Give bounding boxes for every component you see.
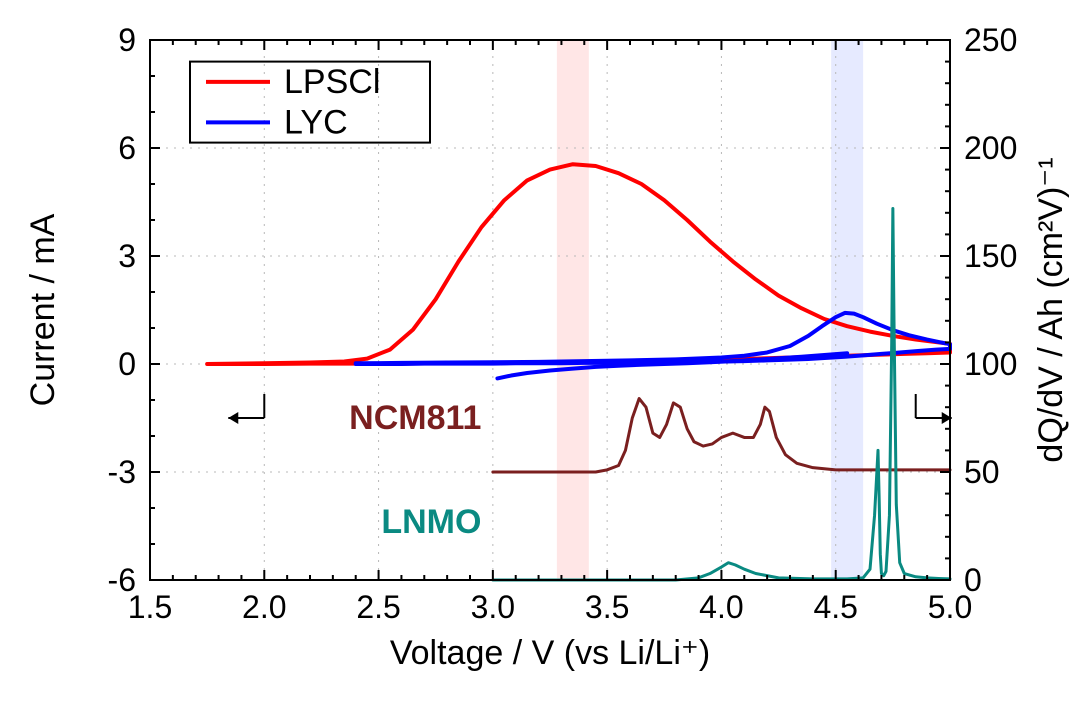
y-right-axis-label: dQ/dV / Ah (cm²V)⁻¹ <box>1032 157 1070 462</box>
tick-label-y-left: 0 <box>118 346 136 382</box>
chart-svg: 1.52.02.53.03.54.04.55.0-6-3036905010015… <box>0 0 1080 704</box>
legend-label: LPSCl <box>284 63 380 101</box>
series-label: NCM811 <box>349 399 481 437</box>
tick-label-y-right: 150 <box>964 238 1017 274</box>
tick-label-y-left: 9 <box>118 22 136 58</box>
tick-label-y-left: 6 <box>118 130 136 166</box>
tick-label-y-left: 3 <box>118 238 136 274</box>
tick-label-x: 3.5 <box>585 589 629 625</box>
tick-label-y-left: -6 <box>108 562 136 598</box>
tick-label-y-right: 50 <box>964 454 1000 490</box>
tick-label-y-left: -3 <box>108 454 136 490</box>
tick-label-x: 2.0 <box>242 589 286 625</box>
legend-label: LYC <box>284 103 348 141</box>
x-axis-label: Voltage / V (vs Li/Li⁺) <box>390 634 710 672</box>
tick-label-y-right: 0 <box>964 562 982 598</box>
tick-label-y-right: 250 <box>964 22 1017 58</box>
left-axis-indicator-icon <box>228 394 264 424</box>
tick-label-x: 2.5 <box>356 589 400 625</box>
tick-label-y-right: 200 <box>964 130 1017 166</box>
y-left-axis-label: Current / mA <box>24 213 62 406</box>
tick-label-y-right: 100 <box>964 346 1017 382</box>
series-label: LNMO <box>381 503 481 541</box>
highlight-band <box>557 40 589 580</box>
chart-container: 1.52.02.53.03.54.04.55.0-6-3036905010015… <box>0 0 1080 704</box>
right-axis-indicator-icon <box>916 394 952 424</box>
tick-label-x: 4.0 <box>699 589 743 625</box>
tick-label-x: 4.5 <box>813 589 857 625</box>
tick-label-x: 3.0 <box>471 589 515 625</box>
series-LYC-b <box>497 353 847 378</box>
